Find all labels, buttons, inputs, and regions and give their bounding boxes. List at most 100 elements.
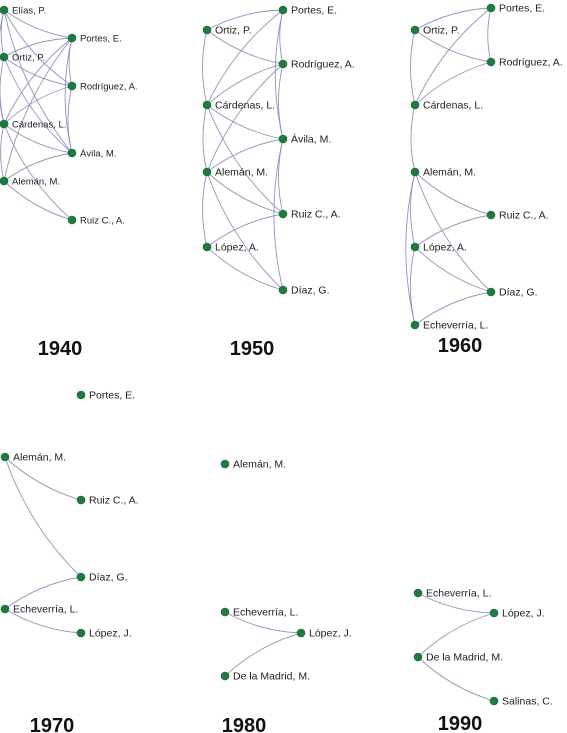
edge-cardenas-l-to-aleman-m [0, 123, 5, 182]
network-panel-1970: Portes, E. Alemán, M. Ruiz C., A. Díaz, G. E… [0, 390, 139, 733]
edge-aleman-m-to-diaz-g [206, 171, 284, 291]
edge-de-la-madrid-m-to-salinas-c [417, 656, 495, 702]
edge-portes-e-to-ortiz-p [414, 7, 492, 31]
node-aleman-m [0, 176, 9, 186]
node-ruiz-c-a [278, 209, 288, 219]
node-label-cardenas-l: Cárdenas, L. [423, 100, 483, 112]
edge-elias-p-to-avila-m [3, 9, 73, 154]
edge-portes-e-to-cardenas-l [3, 37, 73, 125]
edge-portes-e-to-aleman-m [3, 37, 73, 182]
node-label-diaz-g: Díaz, G. [89, 572, 128, 584]
edge-echeverria-l-to-lopez-j [224, 611, 302, 634]
node-ruiz-c-a [67, 215, 77, 225]
year-label-1940: 1940 [38, 338, 83, 360]
edge-rodriguez-a-to-cardenas-l [3, 85, 73, 125]
edge-cardenas-l-to-ruiz-c-a [206, 104, 284, 215]
node-label-echeverria-l: Echeverría, L. [13, 604, 78, 616]
edge-aleman-m-to-ruiz-c-a [206, 171, 284, 215]
node-label-portes-e: Portes, E. [499, 3, 545, 15]
node-diaz-g [76, 572, 86, 582]
year-label-1960: 1960 [438, 335, 483, 357]
edge-portes-e-to-avila-m [274, 9, 284, 140]
edge-cardenas-l-to-avila-m [206, 104, 284, 140]
node-label-elias-p: Elías, P. [12, 6, 46, 17]
network-panel-1940: Elías, P. Portes, E. Ortiz, P. Rodríguez, A… [0, 5, 138, 360]
node-label-diaz-g: Díaz, G. [291, 285, 330, 297]
node-lopez-j [296, 628, 306, 638]
node-aleman-m [220, 459, 230, 469]
node-ruiz-c-a [76, 495, 86, 505]
network-panel-1950: Portes, E. Ortiz, P. Rodríguez, A. Cárdenas… [202, 5, 355, 360]
node-label-aleman-m: Alemán, M. [233, 459, 286, 471]
node-avila-m [67, 148, 77, 158]
node-lopez-j [489, 608, 499, 618]
node-label-echeverria-l: Echeverría, L. [233, 607, 298, 619]
node-rodriguez-a [486, 57, 496, 67]
edge-echeverria-l-to-lopez-j [4, 608, 82, 634]
edge-rodriguez-a-to-aleman-m [206, 63, 284, 173]
edge-rodriguez-a-to-cardenas-l [206, 63, 284, 106]
edge-rodriguez-a-to-cardenas-l [414, 61, 492, 106]
network-panel-1980: Alemán, M. Echeverría, L. López, J. De la M… [220, 459, 352, 733]
node-cardenas-l [0, 119, 9, 129]
node-portes-e [67, 33, 77, 43]
edge-cardenas-l-to-avila-m [3, 123, 73, 154]
node-label-de-la-madrid-m: De la Madrid, M. [426, 652, 503, 664]
node-aleman-m [0, 452, 10, 462]
node-label-ruiz-c-a: Ruiz C., A. [80, 216, 125, 227]
edge-ortiz-p-to-cardenas-l [410, 29, 416, 106]
year-label-1990: 1990 [438, 713, 483, 733]
edge-ruiz-c-a-to-lopez-a [206, 213, 284, 248]
node-label-portes-e: Portes, E. [291, 5, 337, 17]
edge-ortiz-p-to-cardenas-l [0, 56, 5, 125]
edge-aleman-m-to-ruiz-c-a [414, 171, 492, 216]
node-rodriguez-a [278, 59, 288, 69]
node-avila-m [278, 134, 288, 144]
edge-portes-e-to-ortiz-p [3, 37, 73, 58]
node-label-lopez-j: López, J. [502, 608, 545, 620]
node-lopez-j [76, 628, 86, 638]
node-elias-p [0, 5, 9, 15]
node-label-lopez-a: López, A. [215, 242, 259, 254]
node-portes-e [76, 390, 86, 400]
node-label-aleman-m: Alemán, M. [12, 177, 60, 188]
year-label-1970: 1970 [30, 715, 75, 733]
edge-aleman-m-to-diaz-g [414, 171, 492, 293]
node-ortiz-p [0, 52, 9, 62]
node-ruiz-c-a [486, 210, 496, 220]
node-lopez-a [202, 242, 212, 252]
edge-ortiz-p-to-cardenas-l [202, 29, 208, 106]
node-diaz-g [486, 287, 496, 297]
node-diaz-g [278, 285, 288, 295]
edge-portes-e-to-rodriguez-a [487, 7, 492, 63]
node-label-cardenas-l: Cárdenas, L. [12, 120, 66, 131]
node-label-ruiz-c-a: Ruiz C., A. [499, 210, 549, 222]
node-ortiz-p [202, 25, 212, 35]
edge-avila-m-to-aleman-m [206, 138, 284, 173]
node-label-ortiz-p: Ortiz, P. [423, 25, 460, 37]
edge-avila-m-to-aleman-m [3, 152, 73, 182]
node-salinas-c [489, 696, 499, 706]
node-label-echeverria-l: Echeverría, L. [426, 588, 491, 600]
node-label-cardenas-l: Cárdenas, L. [215, 100, 275, 112]
node-label-aleman-m: Alemán, M. [423, 167, 476, 179]
node-aleman-m [410, 167, 420, 177]
node-ortiz-p [410, 25, 420, 35]
edge-aleman-m-to-diaz-g [4, 456, 82, 578]
edge-echeverria-l-to-lopez-j [417, 592, 495, 614]
node-label-ortiz-p: Ortiz, P. [12, 53, 45, 64]
edge-lopez-j-to-de-la-madrid-m [417, 612, 495, 658]
node-label-echeverria-l: Echeverría, L. [423, 320, 488, 332]
edge-lopez-a-to-diaz-g [414, 246, 492, 293]
node-label-aleman-m: Alemán, M. [13, 452, 66, 464]
network-panel-1960: Portes, E. Ortiz, P. Rodríguez, A. Cárdenas… [405, 3, 563, 357]
edge-portes-e-to-cardenas-l [206, 9, 284, 106]
node-label-avila-m: Ávila, M. [80, 149, 116, 160]
node-echeverria-l [410, 320, 420, 330]
edge-ortiz-p-to-rodriguez-a [206, 29, 284, 65]
node-aleman-m [202, 167, 212, 177]
edge-lopez-a-to-diaz-g [206, 246, 284, 291]
node-de-la-madrid-m [413, 652, 423, 662]
